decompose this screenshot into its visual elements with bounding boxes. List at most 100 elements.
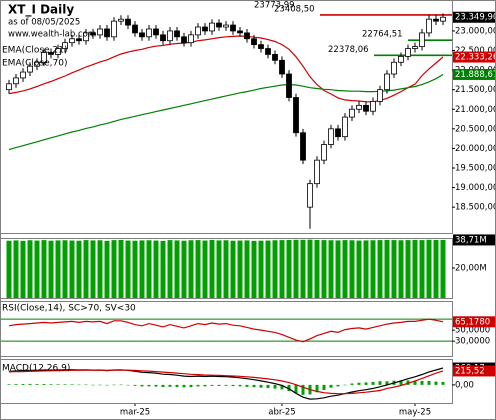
histogram-bar <box>196 384 200 387</box>
candle-body <box>20 71 26 79</box>
candle-body <box>314 159 320 185</box>
chart-title: XT_I Daily <box>8 3 74 18</box>
candle-body <box>188 34 194 44</box>
volume-bar <box>440 239 446 298</box>
histogram-bar <box>329 384 333 388</box>
candle-body <box>265 48 271 55</box>
candle-body <box>258 44 264 49</box>
volume-bar <box>160 240 166 298</box>
volume-bar <box>34 240 40 298</box>
candle-body <box>321 144 327 161</box>
candle-body <box>132 24 138 34</box>
volume-bar <box>55 240 61 298</box>
last-value-label: 65,1780 <box>455 317 490 327</box>
histogram-bar <box>49 384 53 385</box>
candle-body <box>377 89 383 102</box>
histogram-bar <box>378 381 382 385</box>
y-tick-label: 20.000,00 <box>455 144 496 154</box>
volume-bar <box>328 240 334 298</box>
y-tick-label: 0,00 <box>455 380 474 390</box>
candle-body <box>118 18 124 22</box>
histogram-bar <box>315 384 319 393</box>
histogram-bar <box>84 384 88 386</box>
y-tick-label: 22.500,00 <box>455 46 496 56</box>
candle-body <box>272 54 278 61</box>
volume-bar <box>132 240 138 298</box>
last-value-label: 23.349,90 <box>455 13 496 23</box>
last-value-label: 38,71M <box>455 235 487 245</box>
annotation: 23408,50 <box>274 4 315 14</box>
y-tick-label: 30,0000 <box>455 337 490 347</box>
volume-bar <box>391 240 397 298</box>
x-tick-label: mar-25 <box>120 408 150 418</box>
histogram-bar <box>168 384 172 387</box>
volume-bar <box>251 240 257 298</box>
candle-body <box>167 30 173 42</box>
candle-body <box>405 48 411 57</box>
panel-title: MACD(12,26,9) <box>2 364 70 374</box>
candle-body <box>237 30 243 34</box>
histogram-bar <box>287 384 291 392</box>
candle-body <box>41 52 47 63</box>
histogram-bar <box>21 383 25 385</box>
y-tick-label: 21.000,00 <box>455 105 496 115</box>
y-tick-label: 20,00M <box>455 264 487 274</box>
histogram-bar <box>203 384 207 387</box>
volume-bar <box>342 240 348 298</box>
candle-body <box>363 104 369 112</box>
volume-bar <box>139 240 145 298</box>
histogram-bar <box>77 384 81 386</box>
volume-bar <box>286 239 292 298</box>
histogram-bar <box>441 381 445 385</box>
candle-body <box>342 116 348 138</box>
candle-body <box>307 183 313 208</box>
histogram-bar <box>175 384 179 387</box>
volume-bar <box>174 240 180 298</box>
volume-bar <box>433 239 439 298</box>
legend-entry: EMA(Close,21) <box>2 46 67 56</box>
histogram-bar <box>217 384 221 386</box>
histogram-bar <box>42 383 46 385</box>
last-value-label: 21.888,67 <box>455 70 496 80</box>
last-value-box <box>453 11 496 23</box>
histogram-bar <box>56 384 60 385</box>
histogram-bar <box>238 384 242 387</box>
histogram-bar <box>266 384 270 389</box>
volume-bar <box>20 240 26 298</box>
histogram-bar <box>133 384 137 386</box>
candle-body <box>76 38 82 42</box>
volume-bar <box>209 239 215 298</box>
histogram-bar <box>364 382 368 385</box>
histogram-bar <box>35 384 39 385</box>
histogram-bar <box>371 381 375 385</box>
volume-bar <box>258 240 264 298</box>
candle-body <box>244 32 250 40</box>
histogram-bar <box>7 384 11 385</box>
histogram-bar <box>343 384 347 386</box>
y-tick-label: 50,0000 <box>455 326 490 336</box>
histogram-bar <box>98 384 102 386</box>
candle-body <box>433 18 439 22</box>
y-tick-label: 20.500,00 <box>455 124 496 134</box>
histogram-bar <box>119 384 123 386</box>
histogram-bar <box>350 383 354 385</box>
histogram-bar <box>413 380 417 385</box>
volume-bar <box>62 240 68 298</box>
volume-bar <box>76 240 82 298</box>
histogram-bar <box>231 384 235 387</box>
last-value-box <box>453 234 496 246</box>
volume-bar <box>69 240 75 298</box>
histogram-bar <box>63 384 67 385</box>
volume-bar <box>384 239 390 298</box>
candle-body <box>55 48 61 55</box>
candle-body <box>6 83 12 91</box>
y-tick-label: 21.500,00 <box>455 85 496 95</box>
candle-body <box>181 36 187 44</box>
candle-body <box>146 28 152 38</box>
candle-body <box>111 20 117 38</box>
volume-bar <box>104 240 110 298</box>
volume-bar <box>167 240 173 298</box>
volume-bar <box>223 240 229 298</box>
